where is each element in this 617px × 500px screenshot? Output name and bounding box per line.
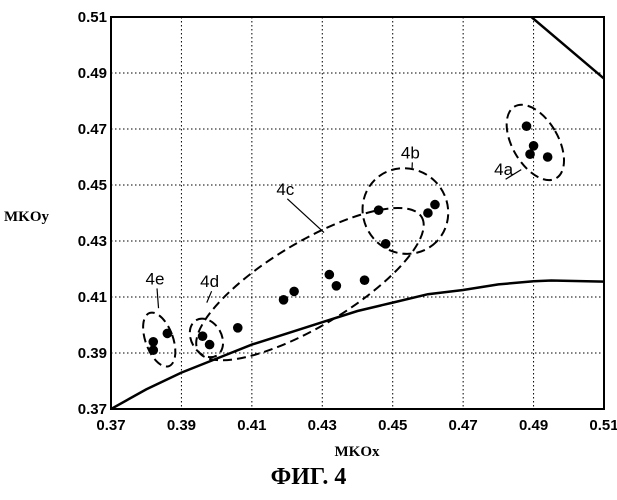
group-label-4e: 4e xyxy=(146,269,165,288)
group-label-4d: 4d xyxy=(200,272,219,291)
x-tick-label: 0.37 xyxy=(96,417,125,434)
x-tick-label: 0.41 xyxy=(237,417,266,434)
y-tick-label: 0.39 xyxy=(78,345,107,362)
group-ellipse-4e xyxy=(137,308,182,371)
data-points xyxy=(148,121,552,355)
figure-caption: ФИГ. 4 xyxy=(0,464,617,491)
data-point xyxy=(423,208,433,218)
x-tick-label: 0.49 xyxy=(519,417,548,434)
data-point xyxy=(543,152,553,162)
x-tick-label: 0.39 xyxy=(167,417,196,434)
x-axis-label: MKOx xyxy=(335,444,380,460)
y-tick-label: 0.49 xyxy=(78,65,107,82)
y-tick-label: 0.45 xyxy=(78,177,107,194)
plot-frame xyxy=(111,17,604,409)
group-label-leader xyxy=(157,288,159,308)
data-point xyxy=(360,275,370,285)
y-tick-label: 0.51 xyxy=(78,9,107,26)
data-point xyxy=(325,270,335,280)
upper-boundary-line xyxy=(525,11,604,78)
data-point xyxy=(148,337,158,347)
x-tick-label: 0.47 xyxy=(449,417,478,434)
y-tick-label: 0.47 xyxy=(78,121,107,138)
y-tick-label: 0.37 xyxy=(78,401,107,418)
group-label-4c: 4c xyxy=(276,180,294,199)
x-tick-label: 0.43 xyxy=(308,417,337,434)
data-point xyxy=(289,287,299,297)
group-ellipse-4b xyxy=(345,150,466,271)
data-point xyxy=(332,281,342,291)
data-point xyxy=(279,295,289,305)
data-point xyxy=(198,331,208,341)
group-label-leader xyxy=(287,199,324,233)
data-point xyxy=(374,205,384,215)
group-label-4a: 4a xyxy=(494,160,513,179)
data-point xyxy=(148,345,158,355)
chart: 0.37 0.39 0.41 0.43 0.45 0.47 0.49 0.51 0.37 0.39… xyxy=(0,0,617,462)
x-tick-label: 0.45 xyxy=(378,417,407,434)
data-point xyxy=(430,200,440,210)
lower-locus-curve xyxy=(111,281,604,410)
data-point xyxy=(205,340,215,350)
data-point xyxy=(233,323,243,333)
data-point xyxy=(163,329,173,339)
group-label-4b: 4b xyxy=(401,143,420,162)
y-tick-label: 0.41 xyxy=(78,289,107,306)
data-point xyxy=(522,121,532,131)
y-tick-label: 0.43 xyxy=(78,233,107,250)
grid xyxy=(111,17,604,409)
data-point xyxy=(525,149,535,159)
data-point xyxy=(529,141,539,151)
y-axis-label: MKOy xyxy=(4,209,49,225)
data-point xyxy=(381,239,391,249)
locus-curves xyxy=(111,11,604,409)
x-tick-label: 0.51 xyxy=(589,417,617,434)
